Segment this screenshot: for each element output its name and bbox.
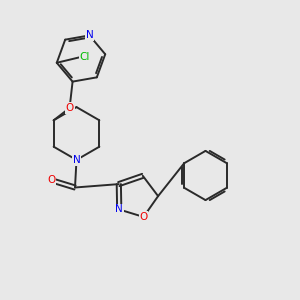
Text: Cl: Cl [80,52,90,62]
Text: N: N [85,30,93,40]
Text: O: O [140,212,148,222]
Text: O: O [47,175,55,185]
Text: N: N [73,155,80,165]
Text: O: O [65,103,74,113]
Text: N: N [116,205,123,214]
